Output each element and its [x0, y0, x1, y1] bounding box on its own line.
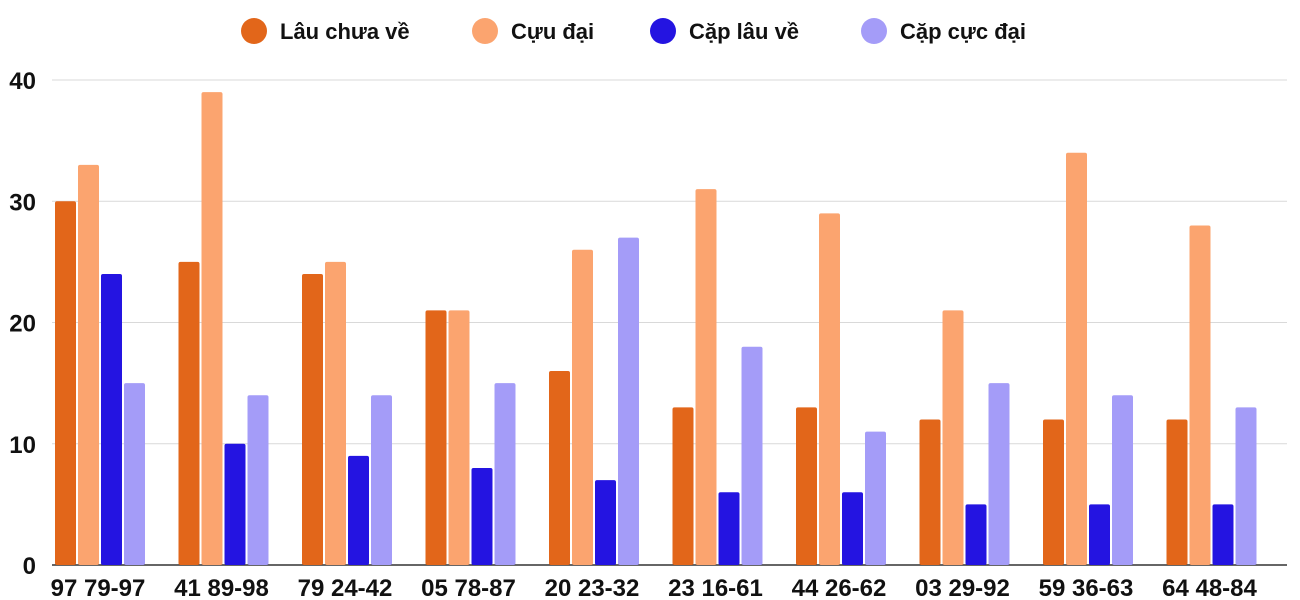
- bar-cặp-cực-đại: [371, 395, 392, 565]
- bar-lâu-chưa-về: [1043, 419, 1064, 565]
- y-tick-label: 20: [9, 311, 36, 338]
- bar-cặp-cực-đại: [494, 383, 516, 565]
- bar-lâu-chưa-về: [1166, 419, 1188, 565]
- bar-cặp-cực-đại: [741, 346, 763, 565]
- bar-lâu-chưa-về: [425, 310, 447, 565]
- legend-swatch: [861, 18, 887, 44]
- x-tick-label: 59 36-63: [1039, 575, 1134, 600]
- bar-cặp-lâu-về: [1089, 504, 1110, 565]
- bar-cựu-đại: [1189, 225, 1211, 565]
- x-tick-label: 41 89-98: [174, 575, 269, 600]
- bar-lâu-chưa-về: [55, 201, 76, 565]
- bar-cặp-lâu-về: [471, 468, 493, 565]
- x-tick-label: 05 78-87: [421, 575, 516, 600]
- y-axis-ticks: 0 10 20 30 40: [9, 68, 36, 580]
- y-tick-label: 40: [9, 68, 36, 95]
- x-axis-labels: 97 79-97 41 89-98 79 24-42 05 78-87 20 23-32…: [51, 575, 1258, 600]
- bar-cặp-lâu-về: [718, 492, 740, 565]
- bar-lâu-chưa-về: [549, 371, 570, 565]
- bar-cựu-đại: [1066, 152, 1087, 565]
- y-tick-label: 30: [9, 189, 36, 216]
- bar-cặp-cực-đại: [1235, 407, 1257, 565]
- bar-lâu-chưa-về: [672, 407, 694, 565]
- bar-cặp-lâu-về: [1212, 504, 1234, 565]
- legend-label: Cặp cực đại: [900, 19, 1026, 44]
- bar-cặp-cực-đại: [124, 383, 145, 565]
- legend-swatch: [472, 18, 498, 44]
- x-tick-label: 03 29-92: [915, 575, 1010, 600]
- bar-cựu-đại: [695, 189, 717, 565]
- bar-cặp-cực-đại: [865, 431, 886, 565]
- legend-label: Lâu chưa về: [280, 19, 410, 44]
- x-tick-label: 97 79-97: [51, 575, 146, 600]
- bar-cặp-lâu-về: [965, 504, 987, 565]
- bar-cặp-lâu-về: [224, 443, 246, 565]
- y-tick-label: 10: [9, 432, 36, 459]
- bar-lâu-chưa-về: [178, 261, 200, 565]
- bar-cựu-đại: [942, 310, 964, 565]
- legend-label: Cặp lâu về: [689, 19, 799, 44]
- bar-cặp-lâu-về: [101, 274, 122, 565]
- bar-cặp-cực-đại: [1112, 395, 1133, 565]
- x-tick-label: 23 16-61: [668, 575, 763, 600]
- legend-swatch: [241, 18, 267, 44]
- bar-cặp-cực-đại: [618, 237, 639, 565]
- bars: [55, 92, 1257, 565]
- legend-swatch: [650, 18, 676, 44]
- bar-lâu-chưa-về: [302, 274, 323, 565]
- bar-cặp-lâu-về: [348, 455, 369, 565]
- x-tick-label: 44 26-62: [792, 575, 887, 600]
- bar-lâu-chưa-về: [796, 407, 817, 565]
- y-tick-label: 0: [23, 553, 36, 580]
- x-tick-label: 79 24-42: [298, 575, 393, 600]
- bar-cặp-cực-đại: [988, 383, 1010, 565]
- bar-cựu-đại: [819, 213, 840, 565]
- x-tick-label: 64 48-84: [1162, 575, 1257, 600]
- bar-cựu-đại: [325, 261, 346, 565]
- legend: Lâu chưa về Cựu đại Cặp lâu về Cặp cực đại: [241, 18, 1026, 44]
- bar-cựu-đại: [78, 164, 99, 565]
- bar-cựu-đại: [201, 92, 223, 565]
- bar-cựu-đại: [448, 310, 470, 565]
- bar-cặp-cực-đại: [247, 395, 269, 565]
- bar-cựu-đại: [572, 249, 593, 565]
- bar-cặp-lâu-về: [595, 480, 616, 565]
- x-tick-label: 20 23-32: [545, 575, 640, 600]
- bar-cặp-lâu-về: [842, 492, 863, 565]
- bar-lâu-chưa-về: [919, 419, 941, 565]
- legend-label: Cựu đại: [511, 19, 594, 44]
